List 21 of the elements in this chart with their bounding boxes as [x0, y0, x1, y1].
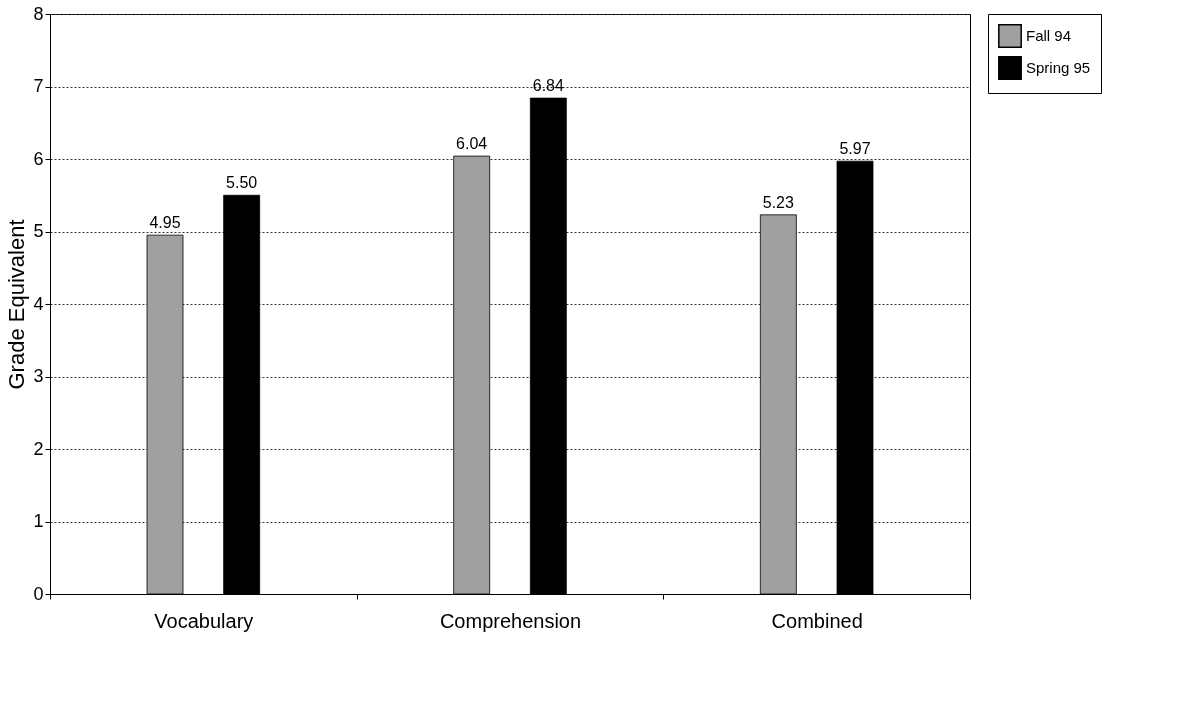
data-label: 5.97 [839, 140, 871, 158]
y-tick-label: 3 [33, 366, 44, 386]
y-tick-label: 2 [33, 438, 44, 459]
y-axis-title: Grade Equivalent [4, 219, 30, 390]
y-tick-label: 0 [33, 583, 44, 604]
data-label: 6.84 [532, 77, 565, 95]
x-tick-label: Combined [771, 609, 863, 632]
y-tick-label: 8 [33, 3, 44, 24]
y-tick-label: 5 [33, 221, 44, 241]
data-label: 5.23 [762, 193, 795, 211]
y-tick-label: 6 [33, 148, 44, 169]
legend-label: Spring 95 [1026, 59, 1091, 76]
data-label: 6.04 [456, 135, 488, 153]
y-tick-label: 1 [33, 511, 44, 531]
legend-label: Fall 94 [1026, 27, 1072, 44]
y-tick-label: 7 [33, 76, 44, 96]
x-tick-label: Comprehension [439, 609, 582, 632]
y-tick-label: 4 [33, 293, 44, 314]
data-label: 4.95 [149, 214, 181, 232]
x-tick-label: Vocabulary [154, 609, 254, 632]
data-label: 5.50 [226, 174, 258, 192]
